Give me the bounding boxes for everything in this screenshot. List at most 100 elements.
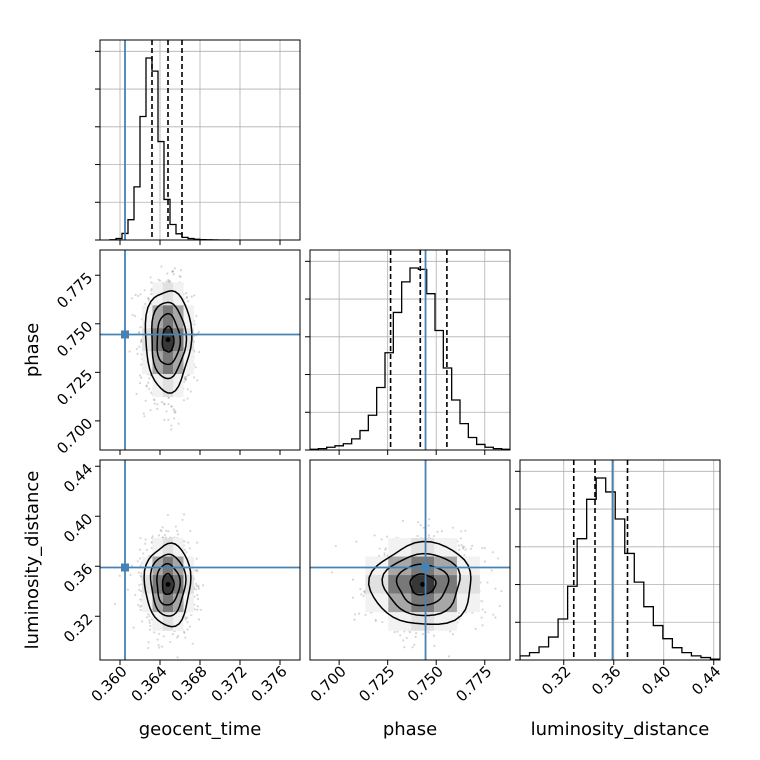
y-tick-label: 0.40 — [60, 510, 96, 546]
sample-point — [184, 378, 187, 381]
sample-point — [167, 396, 170, 399]
density-cell — [434, 575, 457, 594]
panel-frame — [309, 249, 511, 451]
sample-point — [145, 616, 149, 619]
sample-point — [360, 593, 363, 596]
sample-point — [118, 574, 121, 577]
density-cell — [388, 537, 412, 557]
sample-point — [354, 613, 357, 616]
sample-point — [432, 535, 436, 538]
sample-point — [151, 535, 154, 538]
contour-peak — [420, 581, 426, 587]
x-tick-label: 0.44 — [688, 662, 724, 698]
panel-content — [100, 250, 300, 450]
sample-point — [458, 548, 461, 551]
x-tick-label: 0.372 — [208, 662, 251, 705]
density-cell — [152, 351, 163, 375]
sample-point — [188, 373, 191, 376]
sample-point — [183, 631, 186, 635]
sample-point — [138, 548, 142, 551]
sample-point — [494, 616, 497, 619]
sample-point — [147, 613, 150, 616]
sample-point — [363, 590, 366, 593]
sample-point — [484, 611, 487, 614]
sample-point — [160, 265, 163, 268]
sample-point — [357, 612, 361, 615]
panel-frame — [99, 249, 301, 451]
sample-point — [189, 390, 192, 393]
sample-point — [194, 582, 198, 586]
sample-point — [144, 399, 147, 402]
sample-point — [184, 616, 187, 619]
sample-point — [421, 632, 425, 636]
sample-point — [497, 557, 500, 560]
sample-point — [156, 407, 159, 411]
sample-point — [134, 293, 137, 296]
histogram-phase — [310, 267, 510, 450]
sample-point — [351, 596, 354, 599]
sample-point — [195, 557, 198, 560]
contour-0.675 — [149, 553, 187, 617]
sample-point — [178, 275, 181, 278]
sample-point — [184, 377, 187, 380]
sample-point — [408, 630, 412, 634]
sample-point — [414, 635, 417, 638]
sample-point — [148, 615, 151, 618]
sample-point — [399, 634, 402, 637]
sample-point — [148, 628, 152, 631]
sample-point — [402, 639, 405, 642]
sample-point — [176, 656, 179, 659]
sample-point — [162, 635, 165, 638]
sample-point — [171, 270, 174, 273]
sample-point — [384, 547, 387, 550]
sample-point — [188, 547, 191, 550]
sample-point — [165, 410, 168, 413]
sample-point — [173, 411, 176, 414]
truth-marker — [121, 563, 129, 572]
sample-point — [167, 530, 170, 533]
sample-point — [385, 535, 389, 538]
sample-point — [381, 620, 384, 624]
sample-point — [185, 375, 188, 379]
sample-point — [145, 385, 148, 388]
sample-point — [198, 350, 201, 354]
sample-point — [194, 588, 198, 591]
sample-point — [196, 608, 199, 611]
sample-point — [160, 645, 164, 648]
sample-point — [197, 586, 200, 589]
sample-point — [186, 621, 189, 624]
sample-point — [195, 314, 198, 318]
sample-point — [148, 387, 151, 391]
sample-point — [168, 280, 172, 283]
sample-point — [498, 605, 501, 608]
density-cell — [173, 612, 184, 631]
contour-0.393 — [156, 312, 182, 366]
sample-point — [177, 422, 180, 425]
sample-point — [330, 571, 334, 574]
density-cell — [162, 374, 174, 397]
sample-point — [138, 382, 142, 385]
sample-point — [183, 540, 186, 543]
sample-point — [190, 614, 193, 617]
hist-panel-luminosity_distance: 0.32 0.36 0.40 0.44 — [515, 459, 725, 699]
sample-point — [405, 636, 408, 640]
density-cell — [388, 575, 412, 594]
sample-point — [136, 352, 139, 355]
sample-point — [481, 624, 484, 627]
sample-point — [176, 636, 179, 639]
sample-point — [196, 597, 199, 600]
panel-geocent_time-phase: 0.700 0.725 0.750 0.775 — [53, 249, 301, 458]
sample-point — [157, 644, 160, 647]
sample-point — [195, 568, 198, 572]
sample-point — [433, 644, 436, 647]
sample-point — [140, 589, 143, 593]
density-cell — [183, 593, 194, 613]
sample-point — [167, 280, 171, 283]
sample-point — [171, 633, 174, 636]
density-cell — [173, 575, 184, 594]
density-cell — [411, 612, 435, 631]
histogram-geocent_time — [109, 57, 230, 240]
sample-point — [139, 608, 142, 612]
sample-point — [153, 399, 156, 402]
panel-frame — [99, 459, 301, 661]
